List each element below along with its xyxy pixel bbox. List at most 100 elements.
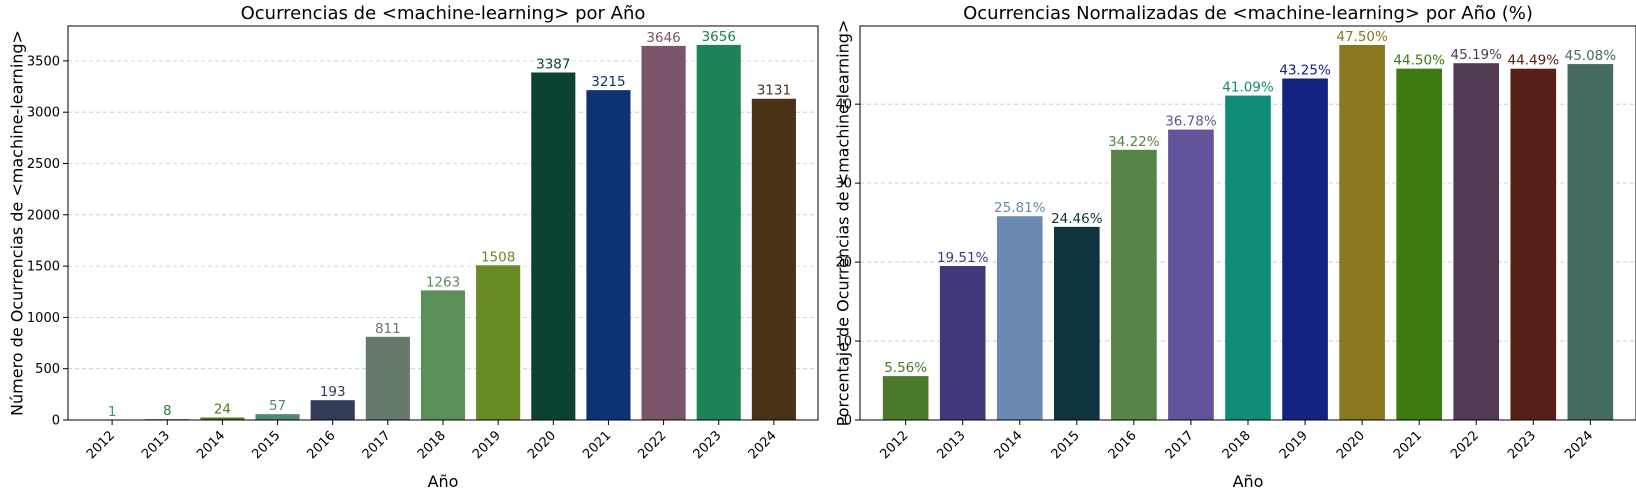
x-tick-label: 2024 xyxy=(1562,428,1596,462)
data-label-2016: 34.22% xyxy=(1108,134,1160,150)
chart-title: Ocurrencias de <machine-learning> por Añ… xyxy=(241,3,646,24)
x-axis-label: Año xyxy=(1233,472,1264,491)
y-tick-label: 40 xyxy=(835,98,852,113)
x-tick-label: 2013 xyxy=(139,428,173,462)
x-axis-label: Año xyxy=(428,472,459,491)
bar-2021 xyxy=(586,90,631,421)
x-tick-label: 2014 xyxy=(992,428,1026,462)
x-tick-label: 2021 xyxy=(580,428,614,462)
x-tick-label: 2016 xyxy=(305,428,339,462)
bar-2022 xyxy=(641,45,686,420)
bar-2020 xyxy=(1339,44,1385,421)
x-tick-label: 2015 xyxy=(1049,428,1083,462)
bar-2023 xyxy=(696,44,741,421)
x-tick-label: 2023 xyxy=(1505,428,1539,462)
data-label-2024: 3131 xyxy=(757,83,791,99)
x-tick-label: 2012 xyxy=(877,428,911,462)
y-tick-label: 1500 xyxy=(27,260,60,275)
x-tick-label: 2015 xyxy=(249,428,283,462)
data-label-2013: 8 xyxy=(163,403,172,419)
x-tick-label: 2017 xyxy=(360,428,394,462)
y-axis-label: Número de Ocurrencias de <machine-learni… xyxy=(8,30,27,416)
y-tick-label: 2000 xyxy=(27,208,60,223)
data-label-2021: 3215 xyxy=(591,74,625,90)
bar-2015 xyxy=(255,414,300,420)
x-tick-label: 2012 xyxy=(84,428,118,462)
x-tick-label: 2019 xyxy=(470,428,504,462)
y-tick-label: 20 xyxy=(835,256,852,271)
chart-occurrences: 1 2012 8 2013 24 2014 57 2015 193 2016 811 2017 1263… xyxy=(8,3,819,491)
y-tick-label: 30 xyxy=(835,177,852,192)
y-tick-label: 0 xyxy=(844,414,852,429)
y-tick-label: 500 xyxy=(35,362,60,377)
data-label-2014: 24 xyxy=(214,402,231,418)
data-label-2019: 43.25% xyxy=(1279,63,1331,79)
data-label-2015: 57 xyxy=(269,398,286,414)
x-tick-label: 2013 xyxy=(935,428,969,462)
y-tick-label: 3500 xyxy=(27,54,60,69)
data-label-2013: 19.51% xyxy=(937,250,989,266)
bar-2014 xyxy=(200,417,245,420)
x-tick-label: 2019 xyxy=(1277,428,1311,462)
x-tick-label: 2021 xyxy=(1391,428,1425,462)
chart-title: Ocurrencias Normalizadas de <machine-lea… xyxy=(963,3,1533,24)
y-tick-label: 2500 xyxy=(27,157,60,172)
data-label-2024: 45.08% xyxy=(1565,48,1617,64)
bar-2018 xyxy=(1225,95,1271,420)
data-label-2014: 25.81% xyxy=(994,200,1046,216)
data-label-2020: 47.50% xyxy=(1336,29,1388,45)
data-label-2018: 41.09% xyxy=(1222,80,1274,96)
y-tick-label: 10 xyxy=(835,335,852,350)
bar-2016 xyxy=(1111,149,1157,420)
data-label-2015: 24.46% xyxy=(1051,211,1103,227)
x-tick-label: 2018 xyxy=(415,428,449,462)
bar-2012 xyxy=(882,376,929,420)
bar-2016 xyxy=(310,400,355,420)
x-tick-label: 2016 xyxy=(1106,428,1140,462)
x-tick-label: 2022 xyxy=(1448,428,1482,462)
y-tick-label: 1000 xyxy=(27,311,60,326)
bar-2017 xyxy=(365,336,410,420)
chart-normalized-occurrences: 5.56% 2012 19.51% 2013 25.81% 2014 24.46% 2015 3… xyxy=(834,3,1636,491)
y-tick-label: 0 xyxy=(52,414,60,429)
bar-2022 xyxy=(1453,63,1500,420)
bar-2021 xyxy=(1396,68,1442,421)
data-label-2022: 3646 xyxy=(646,30,680,46)
data-label-2017: 811 xyxy=(375,321,401,337)
x-tick-label: 2020 xyxy=(1334,428,1368,462)
data-label-2012: 1 xyxy=(108,404,117,420)
x-tick-label: 2022 xyxy=(635,428,669,462)
y-tick-label: 3000 xyxy=(27,106,60,121)
bar-2020 xyxy=(531,72,576,421)
data-label-2018: 1263 xyxy=(426,274,460,290)
x-tick-label: 2014 xyxy=(194,428,228,462)
x-tick-label: 2020 xyxy=(525,428,559,462)
bar-2024 xyxy=(1567,64,1614,421)
bar-2013 xyxy=(939,265,986,420)
bar-2014 xyxy=(996,216,1043,420)
data-label-2020: 3387 xyxy=(536,56,570,72)
x-tick-label: 2017 xyxy=(1163,428,1197,462)
data-label-2023: 44.49% xyxy=(1508,53,1560,69)
x-tick-label: 2024 xyxy=(746,428,780,462)
data-label-2012: 5.56% xyxy=(884,360,927,376)
data-label-2022: 45.19% xyxy=(1450,47,1502,63)
bar-2019 xyxy=(476,265,521,420)
data-label-2021: 44.50% xyxy=(1393,53,1445,69)
x-tick-label: 2018 xyxy=(1220,428,1254,462)
data-label-2017: 36.78% xyxy=(1165,114,1217,130)
y-axis-label: Porcentaje de Ocurrencias de <machine-le… xyxy=(834,20,853,427)
plot-frame xyxy=(859,25,1636,421)
bar-2015 xyxy=(1054,226,1100,420)
data-label-2019: 1508 xyxy=(481,249,515,265)
bar-2017 xyxy=(1168,129,1214,421)
plot-frame xyxy=(67,25,819,421)
bar-2019 xyxy=(1282,78,1328,420)
data-label-2023: 3656 xyxy=(702,29,736,45)
bar-2024 xyxy=(751,98,796,421)
data-label-2016: 193 xyxy=(320,384,346,400)
bar-2023 xyxy=(1510,68,1557,420)
bar-2018 xyxy=(420,290,466,420)
x-tick-label: 2023 xyxy=(691,428,725,462)
